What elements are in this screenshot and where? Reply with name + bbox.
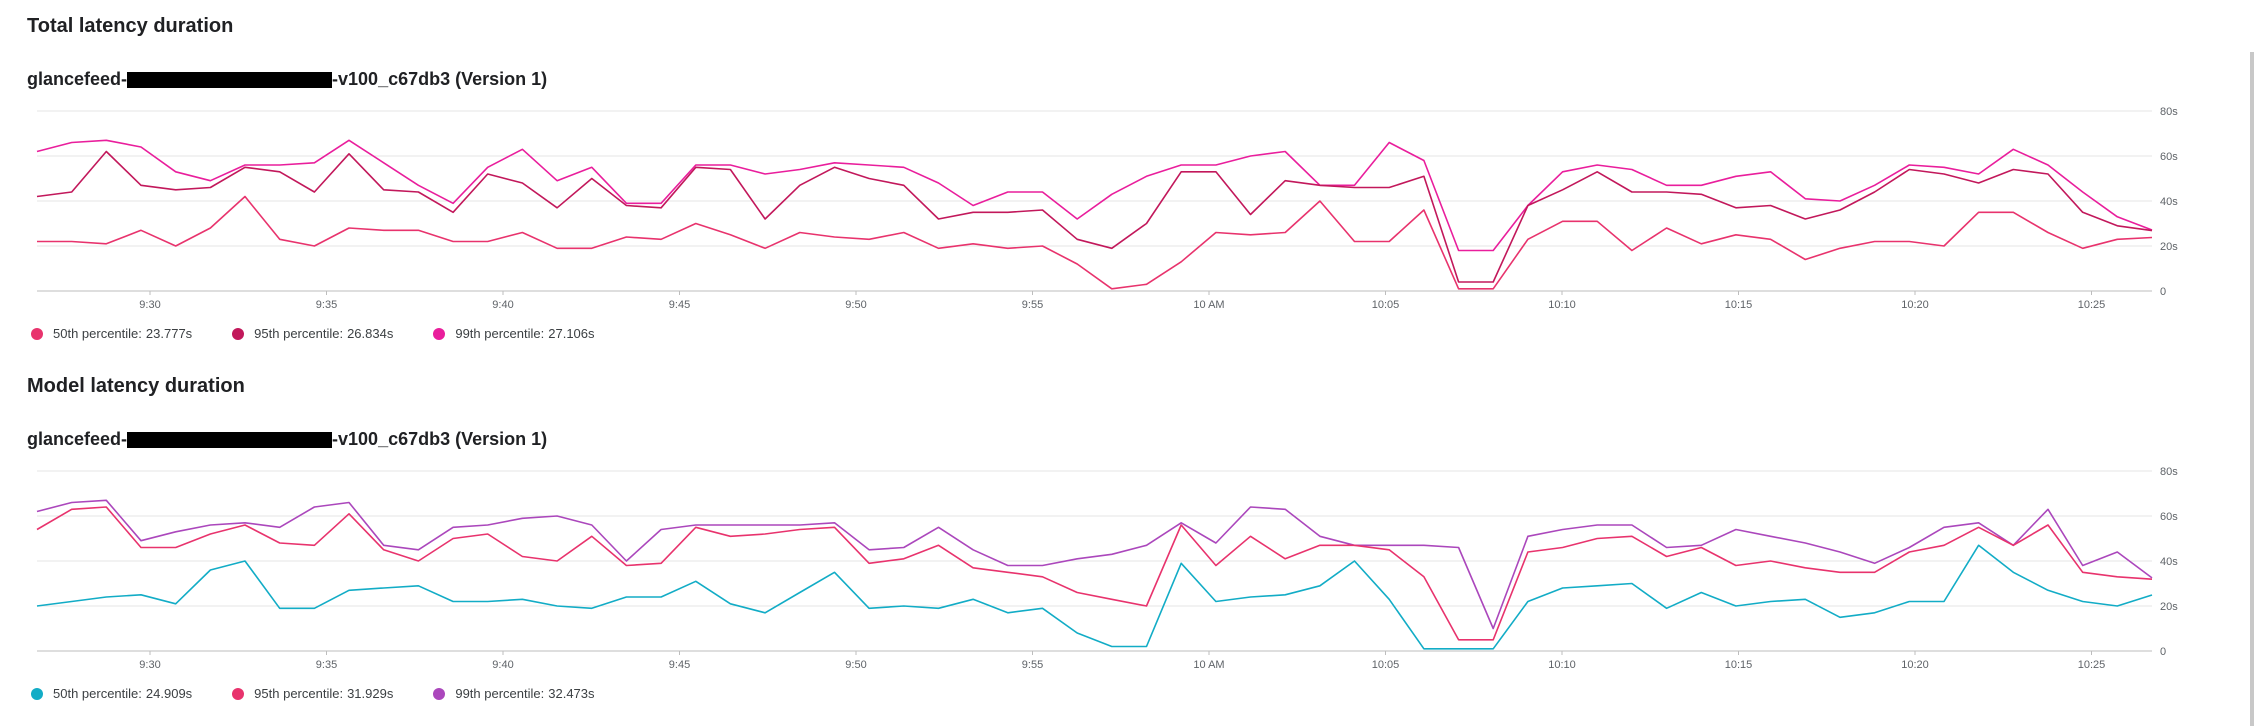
x-tick-label: 10:25 bbox=[2078, 299, 2106, 310]
legend-label: 50th percentile: bbox=[53, 686, 142, 701]
series-line[interactable] bbox=[36, 544, 2153, 650]
y-tick-label: 80s bbox=[2160, 466, 2178, 478]
series-line[interactable] bbox=[36, 499, 2153, 630]
x-tick-label: 9:45 bbox=[669, 299, 690, 310]
x-tick-label: 9:30 bbox=[139, 299, 160, 310]
scrollbar[interactable] bbox=[2250, 52, 2254, 726]
x-tick-label: 10:10 bbox=[1548, 299, 1576, 310]
legend-item[interactable]: 50th percentile: 24.909s bbox=[31, 686, 192, 701]
legend-item[interactable]: 95th percentile: 26.834s bbox=[232, 326, 393, 341]
x-tick-label: 10:05 bbox=[1372, 659, 1400, 670]
y-tick-label: 20s bbox=[2160, 601, 2178, 613]
subtitle-suffix: -v100_c67db3 (Version 1) bbox=[332, 69, 548, 89]
legend-label: 50th percentile: bbox=[53, 326, 142, 341]
series-line[interactable] bbox=[36, 150, 2153, 283]
x-tick-label: 10 AM bbox=[1193, 659, 1224, 670]
legend-item[interactable]: 99th percentile: 27.106s bbox=[433, 326, 595, 341]
legend-value: 23.777s bbox=[145, 326, 193, 341]
series-line[interactable] bbox=[36, 139, 2153, 252]
x-tick-label: 10:25 bbox=[2078, 659, 2106, 670]
legend-label: 99th percentile: bbox=[455, 326, 545, 341]
redaction-bar bbox=[127, 72, 333, 89]
x-tick-label: 9:50 bbox=[845, 659, 866, 670]
series-line[interactable] bbox=[36, 506, 2153, 641]
series-line[interactable] bbox=[37, 195, 2153, 290]
x-tick-label: 9:55 bbox=[1022, 299, 1043, 310]
x-tick-label: 9:40 bbox=[492, 299, 513, 310]
x-tick-label: 9:45 bbox=[669, 659, 690, 670]
legend-label: 95th percentile: bbox=[254, 686, 344, 701]
legend-value: 31.929s bbox=[347, 686, 394, 701]
legend-dot-icon bbox=[31, 687, 43, 700]
x-tick-label: 9:50 bbox=[845, 299, 866, 310]
y-tick-label: 20s bbox=[2160, 241, 2178, 253]
legend-label: 99th percentile: bbox=[455, 686, 545, 701]
total-latency-legend: 50th percentile: 23.777s 95th percentile: 2… bbox=[31, 326, 635, 341]
legend-item[interactable]: 99th percentile: 32.473s bbox=[433, 686, 595, 701]
legend-value: 32.473s bbox=[548, 686, 595, 701]
chart-subtitle-total-latency: glancefeed- -v100_c67db3 (Version 1) bbox=[27, 69, 547, 90]
x-tick-label: 10:10 bbox=[1548, 659, 1576, 670]
y-tick-label: 0 bbox=[2160, 286, 2166, 298]
x-tick-label: 9:55 bbox=[1022, 659, 1043, 670]
x-tick-label: 10 AM bbox=[1193, 299, 1224, 310]
x-tick-label: 9:40 bbox=[492, 659, 513, 670]
x-tick-label: 10:20 bbox=[1901, 659, 1929, 670]
x-tick-label: 9:35 bbox=[316, 659, 337, 670]
x-tick-label: 9:30 bbox=[139, 659, 160, 670]
subtitle-prefix: glancefeed- bbox=[27, 69, 128, 89]
model-latency-legend: 50th percentile: 24.909s 95th percentile: 3… bbox=[31, 686, 635, 701]
y-tick-label: 40s bbox=[2160, 196, 2178, 208]
subtitle-suffix: -v100_c67db3 (Version 1) bbox=[332, 429, 548, 449]
y-tick-label: 80s bbox=[2160, 106, 2178, 118]
legend-dot-icon bbox=[433, 687, 446, 700]
model-latency-chart[interactable]: 80s 60s 40s 20s 0 9:30 9:35 9:40 9:45 9:50 9:55 10 … bbox=[0, 455, 2200, 670]
section-title-model-latency: Model latency duration bbox=[27, 375, 245, 397]
x-tick-label: 10:05 bbox=[1372, 299, 1400, 310]
legend-value: 24.909s bbox=[145, 686, 193, 701]
legend-label: 95th percentile: bbox=[254, 326, 344, 341]
subtitle-prefix: glancefeed- bbox=[27, 429, 128, 449]
y-tick-label: 60s bbox=[2160, 511, 2178, 523]
legend-item[interactable]: 95th percentile: 31.929s bbox=[232, 686, 393, 701]
x-tick-label: 10:15 bbox=[1725, 299, 1753, 310]
legend-value: 27.106s bbox=[548, 326, 595, 341]
y-tick-label: 60s bbox=[2160, 151, 2178, 163]
legend-dot-icon bbox=[232, 327, 245, 340]
y-tick-label: 40s bbox=[2160, 556, 2178, 568]
x-tick-label: 10:20 bbox=[1901, 299, 1929, 310]
legend-dot-icon bbox=[232, 687, 245, 700]
chart-subtitle-model-latency: glancefeed- -v100_c67db3 (Version 1) bbox=[27, 429, 547, 450]
x-tick-label: 10:15 bbox=[1725, 659, 1753, 670]
section-title-total-latency: Total latency duration bbox=[27, 15, 234, 37]
x-tick-label: 9:35 bbox=[316, 299, 337, 310]
legend-dot-icon bbox=[31, 327, 43, 340]
legend-item[interactable]: 50th percentile: 23.777s bbox=[31, 326, 192, 341]
total-latency-chart[interactable]: 80s 60s 40s 20s 0 9:30 9:35 9:40 9:45 9:50 9:55 10 … bbox=[0, 95, 2200, 310]
legend-dot-icon bbox=[433, 327, 446, 340]
y-tick-label: 0 bbox=[2160, 646, 2166, 658]
legend-value: 26.834s bbox=[347, 326, 394, 341]
redaction-bar bbox=[127, 432, 333, 449]
